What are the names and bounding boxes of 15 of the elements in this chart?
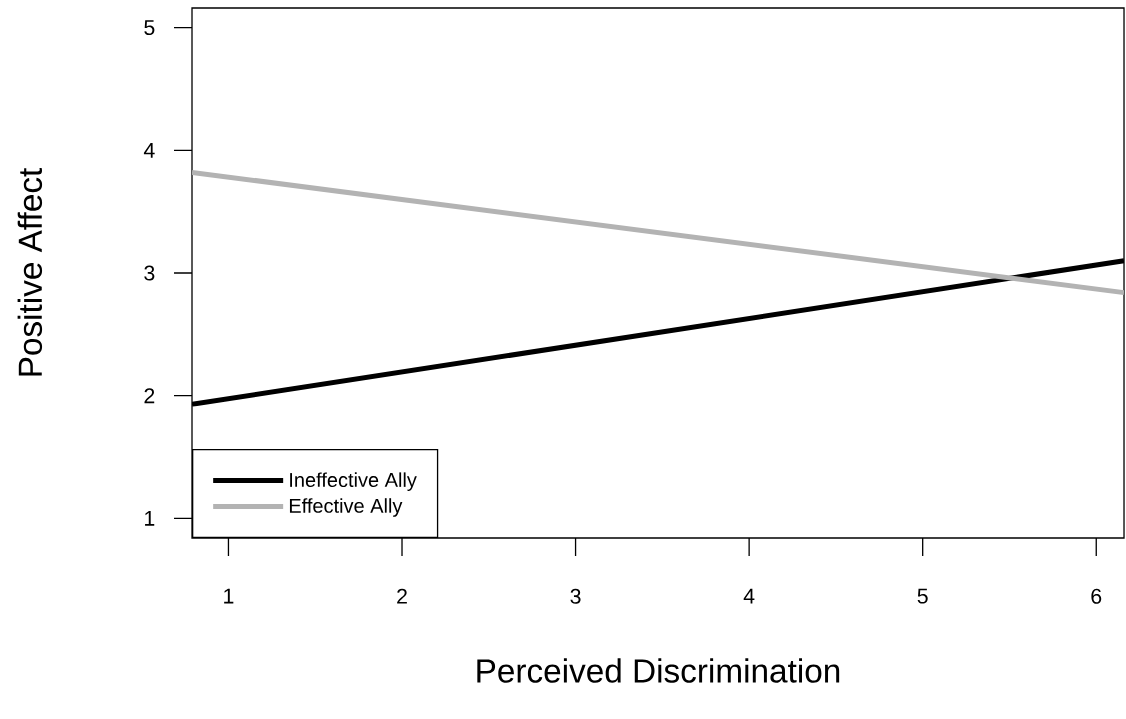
y-tick-label: 3	[144, 265, 155, 281]
x-tick-label: 2	[397, 588, 407, 604]
legend-label: Ineffective Ally	[290, 472, 417, 491]
x-tick-label: 3	[570, 588, 581, 604]
x-axis-title: Perceived Discrimination	[477, 658, 840, 683]
y-tick-label: 1	[145, 511, 155, 526]
legend-label: Effective Ally	[289, 498, 403, 517]
x-tick-label: 5	[917, 588, 928, 604]
y-tick-label: 2	[144, 388, 155, 404]
y-axis-title: Positive Affect	[17, 167, 43, 376]
y-tick-label: 4	[143, 142, 155, 158]
x-tick-label: 1	[224, 588, 234, 604]
x-tick-label: 4	[743, 588, 755, 604]
y-tick-label: 5	[144, 20, 155, 36]
x-tick-label: 6	[1091, 588, 1102, 604]
